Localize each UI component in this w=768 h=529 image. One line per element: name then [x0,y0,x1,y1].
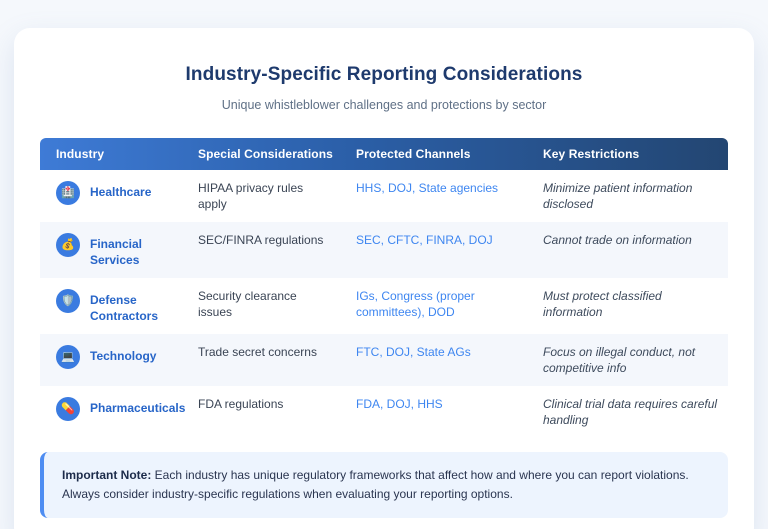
industry-name: Technology [90,349,157,363]
note-text: Each industry has unique regulatory fram… [62,468,689,501]
key-restrictions-cell: Cannot trade on information [543,233,692,247]
important-note-callout: Important Note: Each industry has unique… [40,452,728,518]
column-header-special-considerations: Special Considerations [198,147,333,161]
industry-name: Defense Contractors [90,293,159,323]
special-considerations-cell: SEC/FINRA regulations [198,233,324,247]
industry-cell: 💰 Financial Services [40,222,182,278]
table-row-financial-services: 💰 Financial Services SEC/FINRA regulatio… [40,222,728,278]
shield-icon-circle: 🛡️ [56,289,80,313]
page-subtitle: Unique whistleblower challenges and prot… [221,98,547,112]
special-considerations-cell: Trade secret concerns [198,345,317,359]
hospital-icon: 🏥 [61,186,75,199]
industry-cell: 💻 Technology [40,334,182,386]
shield-icon: 🛡️ [61,294,75,307]
special-considerations-cell: HIPAA privacy rules apply [198,181,304,211]
protected-channels-link[interactable]: SEC, CFTC, FINRA, DOJ [356,233,493,247]
table-row-pharmaceuticals: 💊 Pharmaceuticals FDA regulations FDA, D… [40,386,728,438]
key-restrictions-cell: Must protect classified information [543,289,662,319]
money-bag-icon: 💰 [61,238,75,251]
page-title: Industry-Specific Reporting Consideratio… [185,64,583,85]
industry-name: Healthcare [90,185,152,199]
table-row-defense-contractors: 🛡️ Defense Contractors Security clearanc… [40,278,728,334]
table-row-healthcare: 🏥 Healthcare HIPAA privacy rules apply H… [40,170,728,222]
column-header-industry: Industry [56,147,105,161]
protected-channels-link[interactable]: IGs, Congress (proper committees), DOD [356,289,475,319]
special-considerations-cell: FDA regulations [198,397,284,411]
content-card: Industry-Specific Reporting Consideratio… [14,28,754,529]
industry-icon-circle: 🏥 [56,181,80,205]
key-restrictions-cell: Clinical trial data requires careful han… [543,397,718,427]
industry-name: Financial Services [90,237,143,267]
protected-channels-link[interactable]: HHS, DOJ, State agencies [356,181,499,195]
table-row-technology: 💻 Technology Trade secret concerns FTC, … [40,334,728,386]
key-restrictions-cell: Focus on illegal conduct, not competitiv… [543,345,696,375]
industry-icon-circle: 💻 [56,345,80,369]
industry-name: Pharmaceuticals [90,401,186,415]
industry-icon-circle: 💰 [56,233,80,257]
industry-cell: 🛡️ Defense Contractors [40,278,182,334]
note-label: Important Note: [62,468,152,482]
laptop-icon: 💻 [61,350,75,363]
industry-cell: 💊 Pharmaceuticals [40,386,186,438]
column-header-protected-channels: Protected Channels [356,147,471,161]
industry-icon-circle: 💊 [56,397,80,421]
industry-cell: 🏥 Healthcare [40,170,182,222]
protected-channels-link[interactable]: FTC, DOJ, State AGs [356,345,471,359]
protected-channels-link[interactable]: FDA, DOJ, HHS [356,397,443,411]
column-header-key-restrictions: Key Restrictions [543,147,640,161]
industry-table: Industry Special Considerations Protecte… [40,138,728,438]
special-considerations-cell: Security clearance issues [198,289,297,319]
key-restrictions-cell: Minimize patient information disclosed [543,181,693,211]
table-header-row: Industry Special Considerations Protecte… [40,138,728,170]
pill-icon: 💊 [61,402,75,415]
